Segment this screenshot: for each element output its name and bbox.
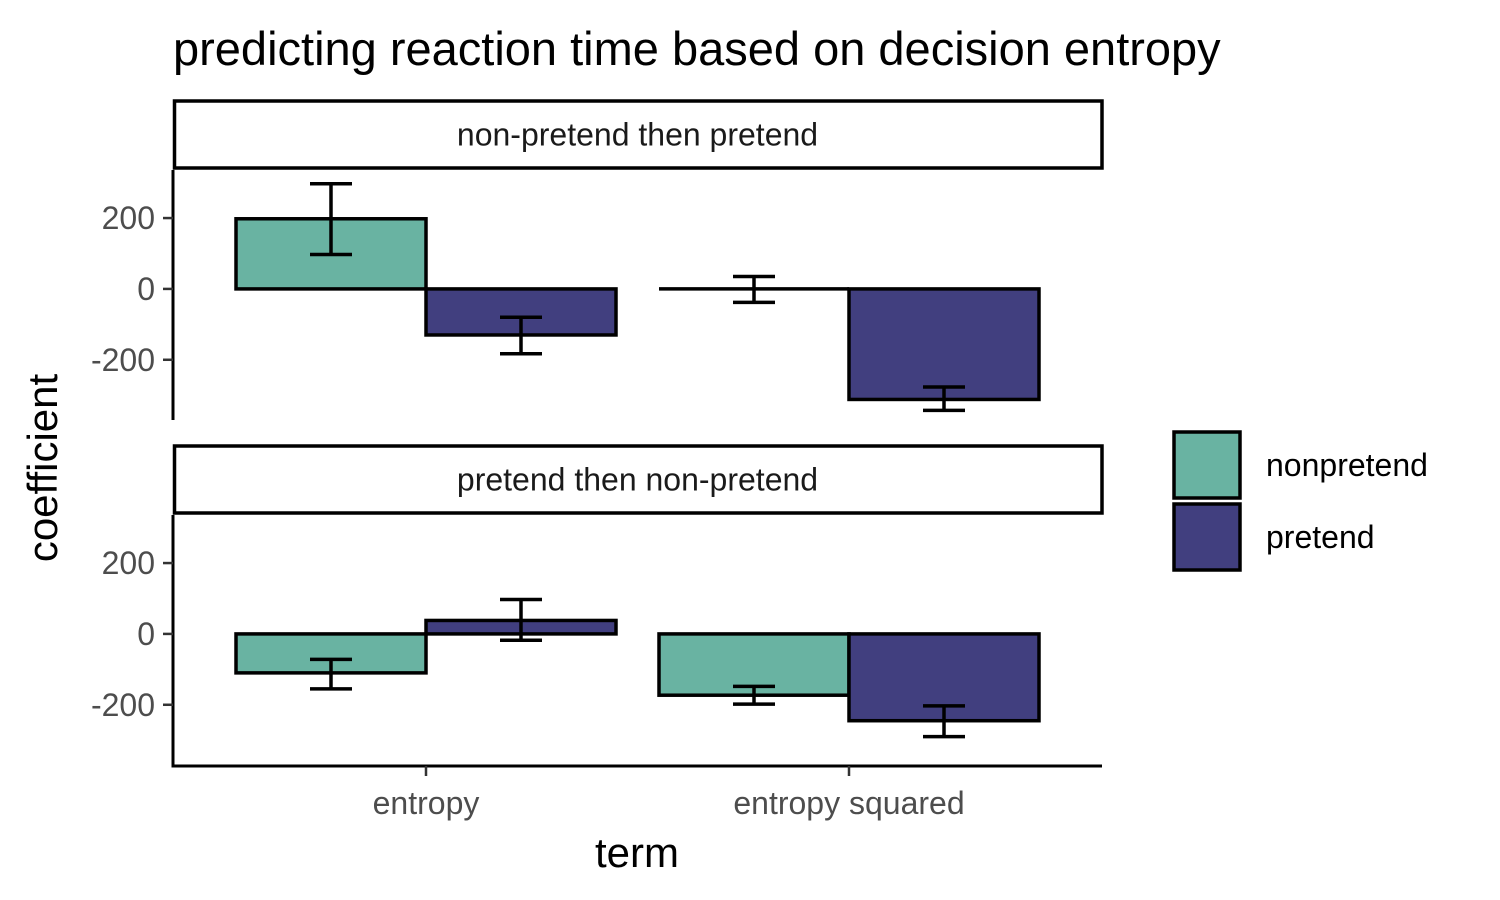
facets-layer: non-pretend then pretend2000-200pretend … <box>91 99 1104 766</box>
legend-item: pretend <box>1172 502 1375 572</box>
y-tick-label: 0 <box>137 616 155 652</box>
chart-title: predicting reaction time based on decisi… <box>173 22 1221 75</box>
error-bar <box>733 274 775 305</box>
y-tick-label: -200 <box>91 342 155 378</box>
y-axis-title: coefficient <box>19 373 66 562</box>
facet-strip <box>172 99 1104 170</box>
x-tick-label: entropy squared <box>733 785 964 821</box>
facet-panel: pretend then non-pretend 200 0 -200 <box>91 444 1104 766</box>
x-axis-title: term <box>595 829 679 876</box>
facet-strip-label: pretend then non-pretend <box>457 462 818 498</box>
legend: nonpretend pretend <box>1172 430 1428 572</box>
legend-item: nonpretend <box>1172 430 1428 500</box>
facet-panel: non-pretend then pretend 200 0 -200 <box>91 99 1104 420</box>
error-bar <box>500 315 542 356</box>
error-bar <box>310 657 352 691</box>
error-bar <box>923 704 965 739</box>
bar <box>847 287 1041 402</box>
error-bar <box>733 684 775 706</box>
facet-strip <box>172 444 1104 515</box>
x-axis: entropy entropy squared <box>171 764 1102 821</box>
y-tick-label: 200 <box>102 200 155 236</box>
y-tick-label: 200 <box>102 545 155 581</box>
legend-label: pretend <box>1266 519 1375 555</box>
error-bar <box>500 597 542 643</box>
legend-key <box>1172 502 1242 572</box>
y-tick-label: -200 <box>91 687 155 723</box>
legend-key <box>1172 430 1242 500</box>
facet-strip-label: non-pretend then pretend <box>457 117 818 153</box>
x-tick-label: entropy <box>373 785 480 821</box>
error-bar <box>310 181 352 257</box>
y-tick-label: 0 <box>137 271 155 307</box>
error-bar <box>923 385 965 413</box>
legend-label: nonpretend <box>1266 447 1428 483</box>
